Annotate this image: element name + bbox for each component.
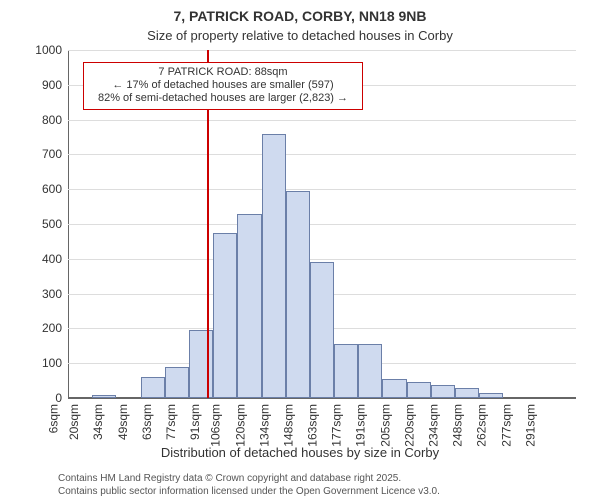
footer-line: Contains public sector information licen…: [58, 486, 440, 499]
x-tick-label: 220sqm: [402, 404, 416, 447]
grid-line: [68, 398, 576, 399]
histogram-bar: [310, 262, 334, 398]
x-tick-label: 291sqm: [523, 404, 537, 447]
x-tick-label: 277sqm: [499, 404, 513, 447]
histogram-bar: [92, 395, 116, 398]
histogram-bar: [334, 344, 358, 398]
histogram-bar: [213, 233, 237, 398]
histogram-bar: [455, 388, 479, 398]
histogram-bar: [237, 214, 261, 398]
x-tick-label: 177sqm: [330, 404, 344, 447]
x-axis-label: Distribution of detached houses by size …: [0, 445, 600, 460]
y-tick-label: 700: [42, 147, 68, 161]
histogram-bar: [358, 344, 382, 398]
grid-line: [68, 154, 576, 155]
grid-line: [68, 224, 576, 225]
y-tick-label: 400: [42, 252, 68, 266]
footer-attribution: Contains HM Land Registry data © Crown c…: [58, 473, 440, 498]
x-tick-label: 63sqm: [140, 404, 154, 440]
annotation-line: 7 PATRICK ROAD: 88sqm: [90, 66, 356, 79]
y-tick-label: 300: [42, 287, 68, 301]
grid-line: [68, 189, 576, 190]
y-tick-label: 100: [42, 356, 68, 370]
x-tick-label: 163sqm: [306, 404, 320, 447]
plot-area: 010020030040050060070080090010006sqm20sq…: [68, 50, 576, 398]
histogram-bar: [479, 393, 503, 398]
footer-line: Contains HM Land Registry data © Crown c…: [58, 473, 440, 486]
histogram-bar: [431, 385, 455, 398]
histogram-bar: [262, 134, 286, 398]
histogram-bar: [141, 377, 165, 398]
annotation-line: 82% of semi-detached houses are larger (…: [90, 92, 356, 105]
x-tick-label: 120sqm: [233, 404, 247, 447]
histogram-bar: [382, 379, 406, 398]
y-tick-label: 200: [42, 321, 68, 335]
y-tick-label: 800: [42, 113, 68, 127]
y-tick-label: 900: [42, 78, 68, 92]
y-tick-label: 1000: [35, 43, 68, 57]
histogram-bar: [189, 330, 213, 398]
histogram-bar: [286, 191, 310, 398]
y-tick-label: 0: [55, 391, 68, 405]
x-tick-label: 234sqm: [427, 404, 441, 447]
x-tick-label: 77sqm: [164, 404, 178, 440]
x-tick-label: 91sqm: [188, 404, 202, 440]
grid-line: [68, 50, 576, 51]
grid-line: [68, 259, 576, 260]
grid-line: [68, 120, 576, 121]
histogram-bar: [407, 382, 431, 398]
annotation-box: 7 PATRICK ROAD: 88sqm← 17% of detached h…: [83, 62, 363, 110]
x-tick-label: 49sqm: [116, 404, 130, 440]
x-tick-label: 34sqm: [91, 404, 105, 440]
x-tick-label: 205sqm: [378, 404, 392, 447]
histogram-bar: [165, 367, 189, 398]
y-tick-label: 600: [42, 182, 68, 196]
chart-subtitle: Size of property relative to detached ho…: [0, 28, 600, 43]
x-tick-label: 134sqm: [257, 404, 271, 447]
x-tick-label: 248sqm: [451, 404, 465, 447]
annotation-line: ← 17% of detached houses are smaller (59…: [90, 79, 356, 92]
x-tick-label: 20sqm: [67, 404, 81, 440]
y-tick-label: 500: [42, 217, 68, 231]
x-tick-label: 6sqm: [46, 404, 60, 433]
x-tick-label: 148sqm: [282, 404, 296, 447]
chart-container: 7, PATRICK ROAD, CORBY, NN18 9NB Size of…: [0, 0, 600, 500]
x-tick-label: 106sqm: [209, 404, 223, 447]
chart-title: 7, PATRICK ROAD, CORBY, NN18 9NB: [0, 8, 600, 24]
x-tick-label: 262sqm: [475, 404, 489, 447]
x-tick-label: 191sqm: [354, 404, 368, 447]
